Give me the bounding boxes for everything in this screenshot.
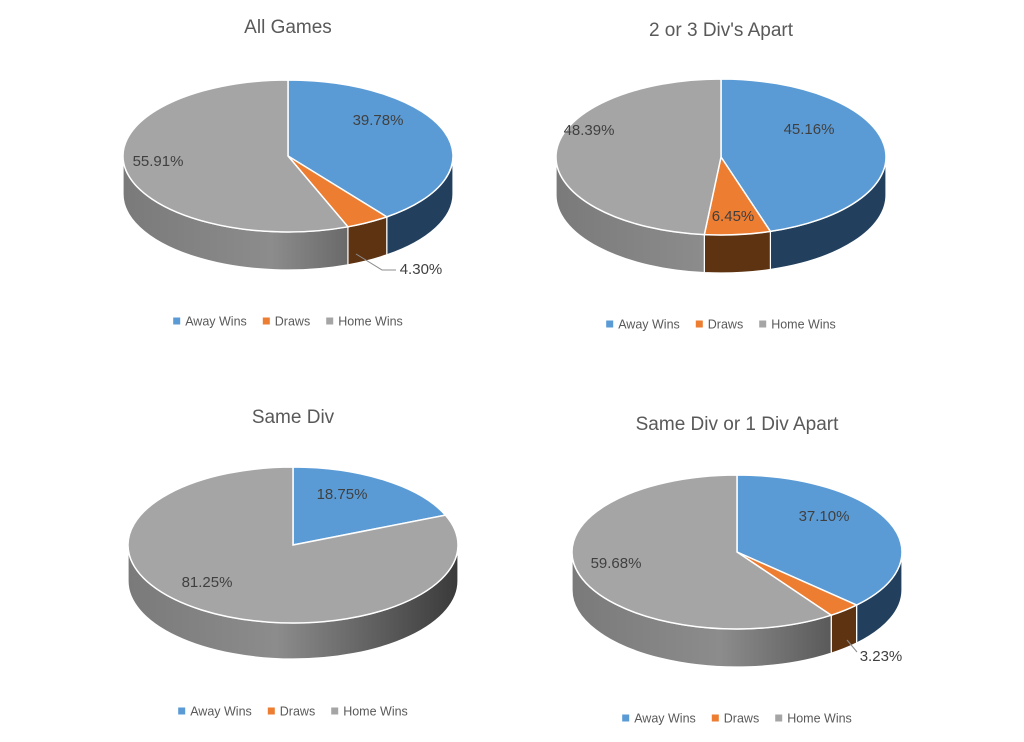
legend-item-draws: Draws — [711, 711, 759, 725]
data-label-home-wins: 48.39% — [564, 122, 615, 139]
pie-chart-3: Same Div 18.75% 81.25% Away Wins Draws Home W… — [127, 407, 459, 718]
chart-title: Same Div — [252, 407, 335, 428]
slice-away-wins — [720, 78, 887, 233]
slice-away-wins — [292, 466, 447, 546]
slice-side-draws — [703, 230, 772, 274]
slice-home-wins — [555, 78, 722, 236]
legend-label: Home Wins — [771, 317, 836, 331]
legend-item-away-wins: Away Wins — [173, 314, 247, 328]
legend-item-away-wins: Away Wins — [622, 711, 696, 725]
slice-home-wins — [122, 79, 350, 233]
legend-label: Draws — [275, 314, 310, 328]
legend-swatch — [178, 707, 186, 715]
legend: Away Wins Draws Home Wins — [178, 704, 408, 718]
legend: Away Wins Draws Home Wins — [622, 711, 852, 725]
slice-away-wins — [736, 474, 903, 606]
pie-top — [122, 79, 454, 233]
legend-item-draws: Draws — [695, 317, 743, 331]
data-label-draws: 3.23% — [860, 648, 903, 665]
legend-swatch — [695, 320, 703, 328]
legend-swatch — [759, 320, 767, 328]
data-label-home-wins: 55.91% — [133, 153, 184, 170]
legend-label: Away Wins — [618, 317, 680, 331]
legend-swatch — [775, 714, 783, 722]
legend-swatch — [267, 707, 275, 715]
legend-item-away-wins: Away Wins — [606, 317, 680, 331]
legend-item-home-wins: Home Wins — [775, 711, 852, 725]
legend-item-away-wins: Away Wins — [178, 704, 252, 718]
data-label-home-wins: 59.68% — [591, 555, 642, 572]
slice-home-wins — [127, 466, 459, 624]
legend-label: Away Wins — [185, 314, 247, 328]
pie-top — [571, 474, 903, 630]
data-label-draws: 4.30% — [400, 261, 443, 278]
pie-chart-1: All Games 39.78% 4.30% 55.91% Away Wins Draws… — [122, 17, 454, 328]
legend-item-home-wins: Home Wins — [759, 317, 836, 331]
data-label-away-wins: 45.16% — [784, 121, 835, 138]
chart-title: All Games — [244, 17, 332, 38]
legend-label: Home Wins — [787, 711, 852, 725]
legend: Away Wins Draws Home Wins — [173, 314, 403, 328]
legend-label: Away Wins — [190, 704, 252, 718]
legend-item-home-wins: Home Wins — [326, 314, 403, 328]
chart-title: Same Div or 1 Div Apart — [636, 414, 839, 435]
legend-swatch — [711, 714, 719, 722]
legend-label: Draws — [708, 317, 743, 331]
legend-swatch — [606, 320, 614, 328]
data-label-home-wins: 81.25% — [182, 574, 233, 591]
chart-title: 2 or 3 Div's Apart — [649, 20, 794, 41]
legend-swatch — [622, 714, 630, 722]
legend-label: Home Wins — [343, 704, 408, 718]
pie-chart-4: Same Div or 1 Div Apart 37.10% 3.23% 59.68%… — [571, 414, 903, 725]
legend-label: Home Wins — [338, 314, 403, 328]
data-label-away-wins: 37.10% — [799, 508, 850, 525]
legend-item-draws: Draws — [262, 314, 310, 328]
legend-item-home-wins: Home Wins — [331, 704, 408, 718]
pie-top — [555, 78, 887, 236]
slice-away-wins — [287, 79, 454, 218]
legend-swatch — [326, 317, 334, 325]
leader-line — [355, 253, 396, 271]
legend-swatch — [173, 317, 181, 325]
data-label-away-wins: 39.78% — [353, 112, 404, 129]
legend-label: Away Wins — [634, 711, 696, 725]
pie-rim — [555, 156, 887, 274]
legend-swatch — [331, 707, 339, 715]
data-label-away-wins: 18.75% — [317, 486, 368, 503]
pie-top — [127, 466, 459, 624]
data-label-draws: 6.45% — [712, 208, 755, 225]
pie-chart-2: 2 or 3 Div's Apart 45.16% 6.45% 48.39% Away … — [555, 20, 887, 331]
legend-label: Draws — [724, 711, 759, 725]
slice-home-wins — [571, 474, 833, 630]
legend-label: Draws — [280, 704, 315, 718]
legend-swatch — [262, 317, 270, 325]
leader-line — [846, 639, 858, 653]
legend: Away Wins Draws Home Wins — [606, 317, 836, 331]
legend-item-draws: Draws — [267, 704, 315, 718]
